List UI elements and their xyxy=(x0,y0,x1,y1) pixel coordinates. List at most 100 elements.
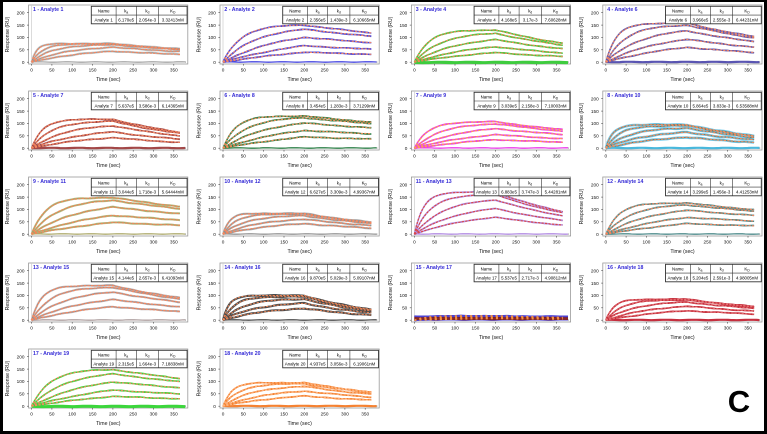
svg-text:100: 100 xyxy=(591,293,599,298)
svg-text:250: 250 xyxy=(129,154,137,159)
svg-text:2.591e-3: 2.591e-3 xyxy=(713,275,731,280)
svg-text:100: 100 xyxy=(260,412,268,417)
svg-text:2.717e-3: 2.717e-3 xyxy=(522,275,540,280)
svg-text:0: 0 xyxy=(22,60,25,65)
svg-text:Name: Name xyxy=(672,267,684,272)
svg-text:200: 200 xyxy=(683,154,691,159)
svg-text:KD: KD xyxy=(170,267,176,273)
svg-text:300: 300 xyxy=(532,68,540,73)
svg-text:Analyte 16: Analyte 16 xyxy=(285,275,306,280)
svg-text:KD: KD xyxy=(170,95,176,101)
svg-text:100: 100 xyxy=(642,154,650,159)
svg-text:0: 0 xyxy=(604,240,607,245)
svg-text:0: 0 xyxy=(405,146,408,151)
svg-text:150: 150 xyxy=(89,240,97,245)
svg-text:150: 150 xyxy=(280,240,288,245)
svg-text:0: 0 xyxy=(222,68,225,73)
svg-text:350: 350 xyxy=(744,68,752,73)
svg-text:200: 200 xyxy=(17,355,25,360)
svg-text:100: 100 xyxy=(208,293,216,298)
svg-text:300: 300 xyxy=(150,154,158,159)
svg-text:Name: Name xyxy=(98,353,110,358)
svg-text:kd: kd xyxy=(528,95,532,101)
svg-text:150: 150 xyxy=(280,68,288,73)
svg-text:KD: KD xyxy=(362,95,368,101)
svg-text:150: 150 xyxy=(471,326,479,331)
svg-text:150: 150 xyxy=(471,240,479,245)
svg-text:0: 0 xyxy=(213,318,216,323)
svg-text:150: 150 xyxy=(89,412,97,417)
svg-text:50: 50 xyxy=(623,240,629,245)
svg-text:350: 350 xyxy=(170,412,178,417)
svg-text:0: 0 xyxy=(596,146,599,151)
svg-text:150: 150 xyxy=(17,195,25,200)
svg-text:Analyte 1: Analyte 1 xyxy=(95,17,114,22)
svg-text:50: 50 xyxy=(49,326,55,331)
svg-text:0: 0 xyxy=(30,240,33,245)
svg-text:0: 0 xyxy=(604,326,607,331)
svg-text:ka: ka xyxy=(316,9,320,15)
svg-text:4.98005nM: 4.98005nM xyxy=(736,275,758,280)
svg-text:350: 350 xyxy=(744,240,752,245)
svg-text:150: 150 xyxy=(663,154,671,159)
svg-text:200: 200 xyxy=(492,68,500,73)
svg-text:100: 100 xyxy=(208,379,216,384)
svg-text:150: 150 xyxy=(280,154,288,159)
svg-text:Name: Name xyxy=(289,181,301,186)
svg-text:150: 150 xyxy=(591,23,599,28)
svg-text:150: 150 xyxy=(399,109,407,114)
svg-text:1.456e-3: 1.456e-3 xyxy=(713,189,731,194)
svg-text:200: 200 xyxy=(109,240,117,245)
svg-text:kd: kd xyxy=(337,95,341,101)
svg-text:350: 350 xyxy=(361,68,369,73)
svg-text:350: 350 xyxy=(553,240,561,245)
svg-text:350: 350 xyxy=(553,68,561,73)
svg-text:Time (sec): Time (sec) xyxy=(670,77,695,83)
svg-text:50: 50 xyxy=(593,306,599,311)
svg-text:3.454e5: 3.454e5 xyxy=(310,103,326,108)
svg-text:KD: KD xyxy=(170,181,176,187)
svg-text:Name: Name xyxy=(98,95,110,100)
svg-text:0: 0 xyxy=(22,146,25,151)
svg-text:Response (RU): Response (RU) xyxy=(5,188,11,224)
svg-text:100: 100 xyxy=(17,379,25,384)
svg-text:300: 300 xyxy=(150,326,158,331)
svg-text:5.64444nM: 5.64444nM xyxy=(162,189,184,194)
svg-text:200: 200 xyxy=(109,326,117,331)
svg-text:7.18838nM: 7.18838nM xyxy=(162,361,184,366)
svg-text:1.439e-3: 1.439e-3 xyxy=(330,17,348,22)
svg-text:100: 100 xyxy=(208,35,216,40)
svg-text:Time (sec): Time (sec) xyxy=(479,163,504,169)
svg-text:ka: ka xyxy=(698,95,702,101)
svg-text:0: 0 xyxy=(22,404,25,409)
svg-text:2.315e5: 2.315e5 xyxy=(118,361,134,366)
svg-text:0: 0 xyxy=(604,68,607,73)
svg-text:300: 300 xyxy=(341,240,349,245)
svg-text:Time (sec): Time (sec) xyxy=(670,249,695,255)
svg-text:kd: kd xyxy=(720,9,724,15)
svg-text:250: 250 xyxy=(129,68,137,73)
svg-text:300: 300 xyxy=(150,68,158,73)
svg-text:3.309e-3: 3.309e-3 xyxy=(330,189,348,194)
svg-text:200: 200 xyxy=(109,154,117,159)
svg-text:kd: kd xyxy=(337,353,341,359)
svg-text:150: 150 xyxy=(280,412,288,417)
svg-text:4.937e5: 4.937e5 xyxy=(310,361,326,366)
svg-text:ka: ka xyxy=(124,267,128,273)
svg-text:Response (RU): Response (RU) xyxy=(5,102,11,138)
svg-text:250: 250 xyxy=(703,154,711,159)
svg-text:Name: Name xyxy=(481,181,493,186)
svg-text:3.747e-3: 3.747e-3 xyxy=(522,189,540,194)
svg-text:150: 150 xyxy=(280,326,288,331)
svg-text:ka: ka xyxy=(507,95,511,101)
svg-text:Analyte 19: Analyte 19 xyxy=(93,361,114,366)
svg-text:50: 50 xyxy=(241,68,247,73)
svg-text:200: 200 xyxy=(208,355,216,360)
svg-text:Response (RU): Response (RU) xyxy=(579,188,585,224)
svg-text:10 - Analyte 12: 10 - Analyte 12 xyxy=(224,179,260,185)
svg-text:0: 0 xyxy=(596,60,599,65)
svg-text:Analyte 7: Analyte 7 xyxy=(95,103,114,108)
svg-text:50: 50 xyxy=(49,68,55,73)
svg-text:100: 100 xyxy=(68,240,76,245)
svg-text:200: 200 xyxy=(399,97,407,102)
